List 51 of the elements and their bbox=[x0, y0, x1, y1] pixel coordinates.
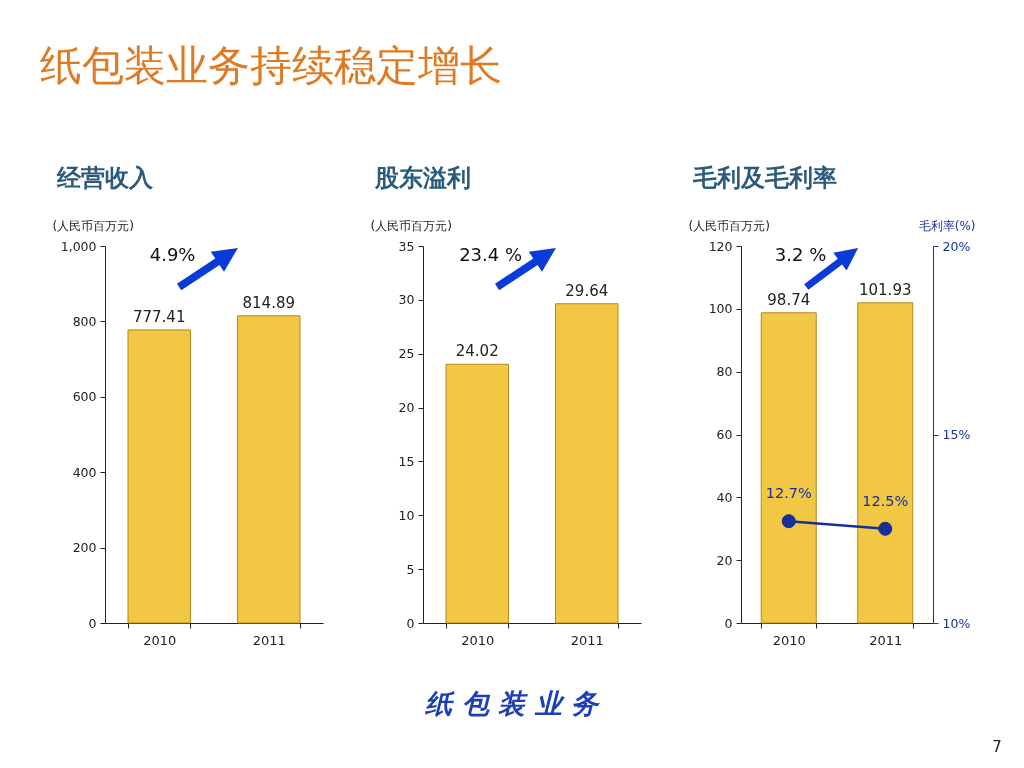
y-tick-label: 400 bbox=[72, 464, 97, 480]
y-tick-label: 30 bbox=[398, 292, 415, 308]
data-label: 814.89 bbox=[242, 293, 296, 312]
data-label: 98.74 bbox=[767, 290, 811, 309]
y-axis-title: (人民币百万元) bbox=[688, 218, 770, 233]
annotation: 3.2 % bbox=[774, 244, 827, 265]
chart-title: 毛利及毛利率 bbox=[692, 164, 837, 192]
y-axis-title: (人民币百万元) bbox=[370, 218, 452, 233]
data-label: 12.7% bbox=[765, 485, 812, 502]
y-tick-label: 120 bbox=[708, 238, 733, 254]
y-tick-label: 800 bbox=[72, 313, 97, 329]
x-tick-label: 2010 bbox=[143, 632, 177, 648]
y2-tick-label: 20% bbox=[942, 238, 971, 254]
x-tick-label: 2011 bbox=[869, 632, 903, 648]
y-tick-label: 200 bbox=[72, 540, 97, 556]
y-tick-label: 0 bbox=[88, 615, 97, 631]
y-tick-label: 600 bbox=[72, 389, 97, 405]
y-tick-label: 5 bbox=[406, 561, 415, 577]
y-tick-label: 15 bbox=[398, 453, 415, 469]
y-tick-label: 80 bbox=[716, 364, 733, 380]
y-tick-label: 100 bbox=[708, 301, 733, 317]
y-tick-label: 1,000 bbox=[60, 238, 97, 254]
annotation: 4.9% bbox=[149, 244, 196, 265]
x-tick-label: 2011 bbox=[570, 632, 604, 648]
x-tick-label: 2010 bbox=[772, 632, 806, 648]
chart-title: 股东溢利 bbox=[374, 164, 471, 192]
text: 纸包装业务持续稳定增长 bbox=[40, 41, 502, 90]
chart-title: 经营收入 bbox=[56, 164, 154, 192]
y2-tick-label: 15% bbox=[942, 427, 971, 442]
y-tick-label: 60 bbox=[716, 427, 733, 442]
data-label: 29.64 bbox=[565, 281, 609, 300]
data-label: 777.41 bbox=[132, 307, 186, 326]
y2-axis-title: 毛利率(%) bbox=[918, 218, 976, 233]
annotation: 23.4 % bbox=[459, 244, 523, 265]
data-label: 101.93 bbox=[858, 280, 912, 299]
y-tick-label: 20 bbox=[398, 400, 415, 416]
data-label: 24.02 bbox=[455, 342, 499, 361]
y-axis-title: (人民币百万元) bbox=[52, 218, 134, 233]
y-tick-label: 20 bbox=[716, 552, 733, 568]
text: 7 bbox=[992, 738, 1002, 756]
text: 纸 包 装 业 务 bbox=[425, 688, 601, 719]
y-tick-label: 0 bbox=[406, 615, 415, 631]
y-tick-label: 0 bbox=[724, 615, 733, 631]
y-tick-label: 10 bbox=[398, 507, 415, 523]
y-tick-label: 40 bbox=[716, 489, 733, 505]
data-label: 12.5% bbox=[862, 492, 909, 509]
y2-tick-label: 10% bbox=[942, 615, 971, 631]
y-tick-label: 25 bbox=[398, 346, 415, 362]
y-tick-label: 35 bbox=[398, 238, 415, 254]
x-tick-label: 2010 bbox=[461, 632, 495, 648]
x-tick-label: 2011 bbox=[252, 632, 286, 648]
